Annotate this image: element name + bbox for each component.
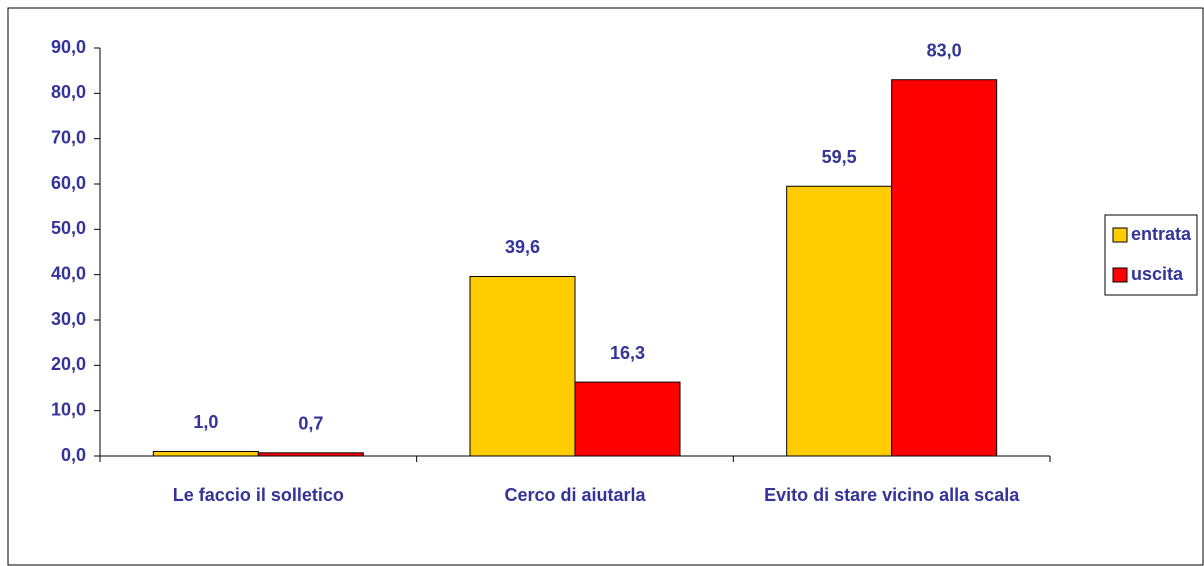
- legend-label: uscita: [1131, 264, 1184, 284]
- y-tick-label: 20,0: [51, 354, 86, 374]
- x-tick-label: Le faccio il solletico: [173, 485, 344, 505]
- value-label: 16,3: [610, 343, 645, 363]
- x-tick-label: Evito di stare vicino alla scala: [764, 485, 1020, 505]
- bar: [891, 79, 998, 457]
- bar: [469, 275, 576, 457]
- value-label: 0,7: [298, 414, 323, 434]
- y-tick-label: 50,0: [51, 218, 86, 238]
- legend-label: entrata: [1131, 224, 1192, 244]
- value-label: 1,0: [193, 412, 218, 432]
- legend-swatch: [1112, 267, 1128, 283]
- bar: [152, 450, 259, 457]
- bar: [257, 452, 364, 457]
- value-label: 39,6: [505, 237, 540, 257]
- bar: [574, 381, 681, 457]
- y-tick-label: 10,0: [51, 399, 86, 419]
- value-label: 83,0: [927, 40, 962, 60]
- value-label: 59,5: [822, 147, 857, 167]
- y-tick-label: 30,0: [51, 309, 86, 329]
- x-tick-label: Cerco di aiutarla: [504, 485, 646, 505]
- y-tick-label: 60,0: [51, 173, 86, 193]
- y-tick-label: 90,0: [51, 37, 86, 57]
- y-tick-label: 70,0: [51, 127, 86, 147]
- y-tick-label: 80,0: [51, 82, 86, 102]
- legend-swatch: [1112, 227, 1128, 243]
- bar: [786, 185, 893, 457]
- y-tick-label: 0,0: [61, 445, 86, 465]
- y-tick-label: 40,0: [51, 263, 86, 283]
- chart-border: [7, 7, 1204, 566]
